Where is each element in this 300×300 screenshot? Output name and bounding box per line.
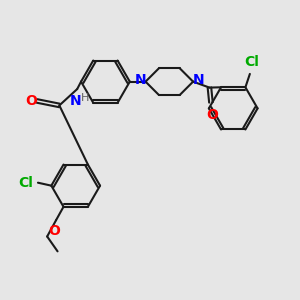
- Text: H: H: [80, 93, 89, 103]
- Text: N: N: [192, 73, 204, 87]
- Text: N: N: [70, 94, 82, 107]
- Text: O: O: [49, 224, 61, 238]
- Text: Cl: Cl: [244, 55, 259, 69]
- Text: O: O: [206, 108, 218, 122]
- Text: Cl: Cl: [18, 176, 33, 190]
- Text: O: O: [25, 94, 37, 108]
- Text: N: N: [135, 73, 146, 87]
